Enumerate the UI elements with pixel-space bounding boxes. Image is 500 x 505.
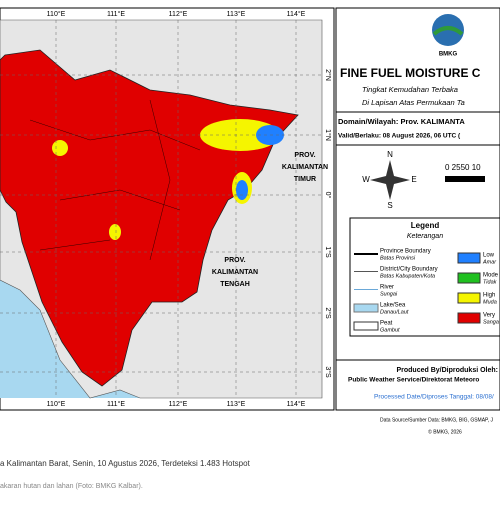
lon-label: 110°E <box>47 10 66 18</box>
lat-label: 3°S <box>324 366 332 378</box>
region-label: KALIMANTAN <box>282 164 328 171</box>
class-swatch <box>457 292 481 304</box>
lat-label: 0° <box>324 192 332 199</box>
lat-label: 1°S <box>324 246 332 258</box>
logo-mark <box>432 26 464 36</box>
lon-label: 112°E <box>169 400 188 408</box>
class-label: Mode <box>483 273 499 279</box>
legend-sublabel: Batas Provinsi <box>380 255 416 261</box>
processed-date: Processed Date/Diproses Tanggal: 08/08/ <box>374 394 494 401</box>
lon-label: 113°E <box>227 10 246 18</box>
domain: Domain/Wilayah: Prov. KALIMANTA <box>338 117 465 126</box>
legend-sublabel: Sungai <box>380 291 398 297</box>
legend-label: Lake/Sea <box>380 303 406 309</box>
class-label: Very <box>483 313 495 319</box>
low-zone <box>236 180 248 200</box>
legend-title: Legend <box>411 221 440 230</box>
lon-label: 110°E <box>47 400 66 408</box>
legend-swatch <box>353 321 379 331</box>
region-label: PROV. <box>294 152 315 159</box>
producer: Public Weather Service/Direktorat Meteor… <box>348 377 479 384</box>
region-label: PROV. <box>224 257 245 264</box>
class-sublabel: Amar <box>482 259 497 265</box>
lon-label: 112°E <box>169 10 188 18</box>
lat-label: 2°N <box>324 69 332 81</box>
lat-label: 2°S <box>324 307 332 319</box>
lat-label: 1°N <box>324 129 332 141</box>
legend-label: Peat <box>380 321 393 327</box>
subtitle: Tingkat Kemudahan Terbaka <box>362 85 458 94</box>
legend-line <box>354 271 378 272</box>
graticule <box>0 20 322 398</box>
copyright: © BMKG, 2026 <box>428 428 462 435</box>
caption-credit: akaran hutan dan lahan (Foto: BMKG Kalba… <box>0 483 143 490</box>
data-source: Data Source/Sumber Data: BMKG, BIG, GSMA… <box>380 417 494 423</box>
legend-swatch <box>353 303 379 313</box>
compass-label: S <box>387 201 392 210</box>
lon-label: 114°E <box>287 400 306 408</box>
legend-label: District/City Boundary <box>380 267 438 273</box>
lon-label: 111°E <box>107 400 125 408</box>
title: FINE FUEL MOISTURE C <box>340 66 481 80</box>
compass-label: E <box>411 175 416 184</box>
high-zone <box>52 140 68 156</box>
class-sublabel: Tidak <box>483 279 497 285</box>
legend-line <box>354 289 378 290</box>
logo-text: BMKG <box>439 52 458 58</box>
valid: Valid/Berlaku: 08 August 2026, 06 UTC ( <box>338 133 461 140</box>
compass-label: N <box>387 150 393 159</box>
region-label: KALIMANTAN <box>212 269 258 276</box>
lon-label: 111°E <box>107 10 125 18</box>
lon-label: 114°E <box>287 10 306 18</box>
legend-line <box>354 253 378 255</box>
scale-label: 0 2550 10 <box>445 163 481 172</box>
class-sublabel: Muda <box>483 299 497 305</box>
class-swatch <box>457 312 481 324</box>
scale-bar <box>445 176 485 182</box>
region-label: TIMUR <box>294 176 316 183</box>
legend-sublabel: Gambut <box>380 327 400 333</box>
legend-sublabel: Danau/Laut <box>380 309 409 315</box>
compass <box>370 160 410 200</box>
caption: a Kalimantan Barat, Senin, 10 Agustus 20… <box>0 459 251 468</box>
legend-label: Province Boundary <box>380 249 431 255</box>
compass-label: W <box>362 175 370 184</box>
subtitle: Di Lapisan Atas Permukaan Ta <box>362 98 465 107</box>
class-label: High <box>483 293 495 299</box>
legend-sublabel: Batas Kabupaten/Kota <box>380 273 435 279</box>
produced-by: Produced By/Diproduksi Oleh: <box>396 367 498 374</box>
class-swatch <box>457 252 481 264</box>
legend-subtitle: Keterangan <box>407 233 443 240</box>
class-sublabel: Sanga <box>483 319 499 325</box>
legend-label: River <box>380 285 394 291</box>
class-swatch <box>457 272 481 284</box>
high-zone <box>109 224 121 240</box>
lon-label: 113°E <box>227 400 246 408</box>
panel <box>335 7 500 411</box>
region-label: TENGAH <box>220 281 250 288</box>
class-label: Low <box>483 253 495 259</box>
